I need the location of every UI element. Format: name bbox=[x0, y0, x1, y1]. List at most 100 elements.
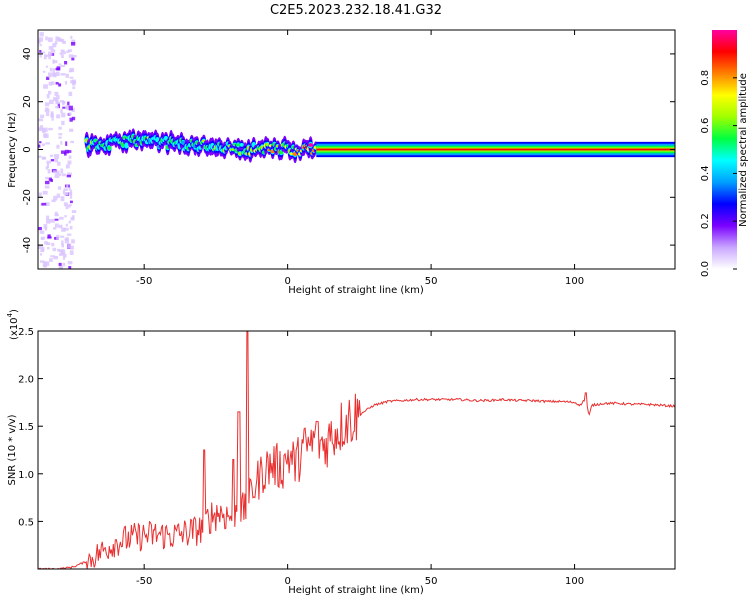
spectrogram-noise-cell bbox=[56, 193, 61, 198]
spectrogram-noise-cell bbox=[45, 54, 50, 57]
spectrogram-noise-cell bbox=[38, 118, 44, 122]
spectrogram-noise-cell bbox=[51, 199, 56, 203]
spectrogram-noise-cell bbox=[70, 140, 74, 144]
spectrogram-noise-cell bbox=[67, 160, 72, 165]
spectrogram-x-tick-label: 100 bbox=[565, 276, 584, 287]
spectrogram-noise-cell bbox=[63, 152, 67, 156]
spectrogram-noise-cell bbox=[47, 51, 53, 56]
spectrogram-noise-cell bbox=[60, 64, 66, 68]
spectrogram-noise-cell bbox=[45, 176, 49, 180]
spectrogram-noise-cell bbox=[68, 69, 73, 73]
spectrogram-noise-cell bbox=[54, 154, 60, 159]
spectrogram-noise-cell bbox=[68, 266, 72, 269]
spectrogram-noise-cell bbox=[51, 112, 54, 117]
spectrogram-noise-cell bbox=[45, 202, 50, 206]
spectrogram-noise-cell bbox=[69, 76, 74, 79]
spectrogram-noise-cell bbox=[61, 120, 65, 126]
spectrogram-noise-cell bbox=[69, 250, 74, 256]
spectrogram-noise-cell bbox=[39, 141, 42, 144]
spectrogram-noise-cell bbox=[67, 101, 70, 106]
snr-y-axis: 0.5 1.0 1.5 2.0 2.5 bbox=[18, 327, 675, 528]
spectrogram-noise-cell bbox=[47, 37, 53, 43]
spectrogram-x-tick-label: 0 bbox=[284, 276, 290, 287]
spectrogram-noise-cell bbox=[54, 91, 59, 96]
spectrogram-noise-cell bbox=[62, 262, 66, 267]
spectrogram-noise-cell bbox=[67, 49, 72, 52]
spectrogram-noise-cell bbox=[71, 116, 76, 121]
spectrogram-noise-cell bbox=[48, 177, 53, 181]
spectrogram-noise-cell bbox=[42, 261, 48, 267]
spectrogram-y-tick-label: 0 bbox=[22, 146, 33, 152]
spectrogram-noise-cell bbox=[59, 52, 63, 55]
spectrogram-noise-cell bbox=[57, 186, 62, 190]
spectrogram-noise-cell bbox=[39, 253, 43, 256]
spectrogram-noise-cell bbox=[65, 204, 69, 210]
spectrogram-noise-cell bbox=[38, 244, 44, 249]
spectrogram-noise-cell bbox=[53, 227, 57, 230]
colorbar-tick-label: 0.8 bbox=[700, 70, 711, 86]
spectrogram-noise-cell bbox=[51, 242, 55, 247]
spectrogram-noise-cell bbox=[72, 54, 77, 58]
spectrogram-noise-cell bbox=[44, 227, 48, 231]
spectrogram-noise-cell bbox=[68, 105, 73, 111]
snr-x-axis: -50 0 50 100 bbox=[136, 331, 584, 587]
spectrogram-noise-cell bbox=[38, 227, 42, 231]
spectrogram-noise-cell bbox=[71, 239, 75, 244]
spectrogram-noise-cell bbox=[51, 116, 54, 121]
spectrogram-noise-cell bbox=[54, 173, 60, 179]
spectrogram-noise-cell bbox=[54, 40, 58, 45]
spectrogram-noise-cell bbox=[48, 54, 51, 60]
spectrogram-noise-cell bbox=[45, 111, 50, 117]
spectrogram-noise-cell bbox=[38, 37, 44, 42]
spectrogram-noise-cell bbox=[45, 142, 51, 145]
spectrogram-x-tick-label: 50 bbox=[425, 276, 438, 287]
spectrogram-band bbox=[316, 148, 675, 151]
spectrogram-noise-cell bbox=[69, 194, 73, 199]
spectrogram-noise-cell bbox=[69, 117, 73, 122]
snr-y-tick-label: 2.0 bbox=[18, 375, 34, 386]
spectrogram-noise-cell bbox=[58, 126, 62, 130]
spectrogram-cell bbox=[239, 143, 244, 147]
spectrogram-noise-cell bbox=[69, 225, 73, 230]
spectrogram-noise-cell bbox=[49, 99, 54, 105]
spectrogram-noise-cell bbox=[58, 266, 63, 269]
spectrogram-noise-cell bbox=[45, 242, 51, 246]
spectrogram-noise-cell bbox=[43, 54, 47, 60]
spectrogram-noise-cell bbox=[45, 107, 49, 111]
spectrogram-noise-cell bbox=[39, 230, 45, 234]
spectrogram-noise-cell bbox=[58, 83, 62, 87]
spectrogram-noise-cell bbox=[65, 73, 69, 78]
spectrogram-noise-cell bbox=[58, 63, 62, 66]
spectrogram-noise-cell bbox=[71, 210, 77, 213]
spectrogram-noise-cell bbox=[69, 204, 72, 207]
spectrogram-noise-cell bbox=[59, 100, 65, 103]
spectrogram-noise-cell bbox=[56, 170, 60, 174]
spectrogram-noise-cell bbox=[53, 255, 59, 260]
spectrogram-cell bbox=[236, 143, 241, 147]
spectrogram-noise-cell bbox=[59, 235, 65, 238]
spectrogram-cell bbox=[289, 152, 294, 155]
snr-y-tick-label: 1.0 bbox=[18, 470, 34, 481]
spectrogram-noise-cell bbox=[49, 258, 53, 262]
spectrogram-noise-cell bbox=[67, 243, 72, 249]
spectrogram-noise-cell bbox=[49, 67, 53, 72]
spectrogram-cell bbox=[308, 143, 313, 147]
spectrogram-noise-cell bbox=[66, 233, 72, 236]
spectrogram-noise-cell bbox=[56, 144, 60, 149]
colorbar-tick-label: 0.2 bbox=[700, 213, 711, 229]
spectrogram-noise-cell bbox=[49, 154, 54, 157]
snr-y-tick-label: 0.5 bbox=[18, 517, 34, 528]
spectrogram-noise-cell bbox=[40, 114, 45, 118]
spectrogram-noise-cell bbox=[68, 155, 72, 159]
spectrogram-noise-cell bbox=[44, 102, 50, 107]
spectrogram-noise-cell bbox=[38, 39, 41, 44]
spectrogram-noise-cell bbox=[58, 38, 63, 42]
spectrogram-noise-cell bbox=[45, 36, 48, 41]
spectrogram-noise-cell bbox=[65, 141, 68, 146]
spectrogram-noise-cell bbox=[66, 174, 72, 178]
snr-multiplier-exp: 4 bbox=[6, 312, 14, 317]
spectrogram-noise-cell bbox=[71, 215, 75, 219]
snr-frame bbox=[37, 330, 676, 570]
spectrogram-noise-cell bbox=[60, 250, 66, 255]
